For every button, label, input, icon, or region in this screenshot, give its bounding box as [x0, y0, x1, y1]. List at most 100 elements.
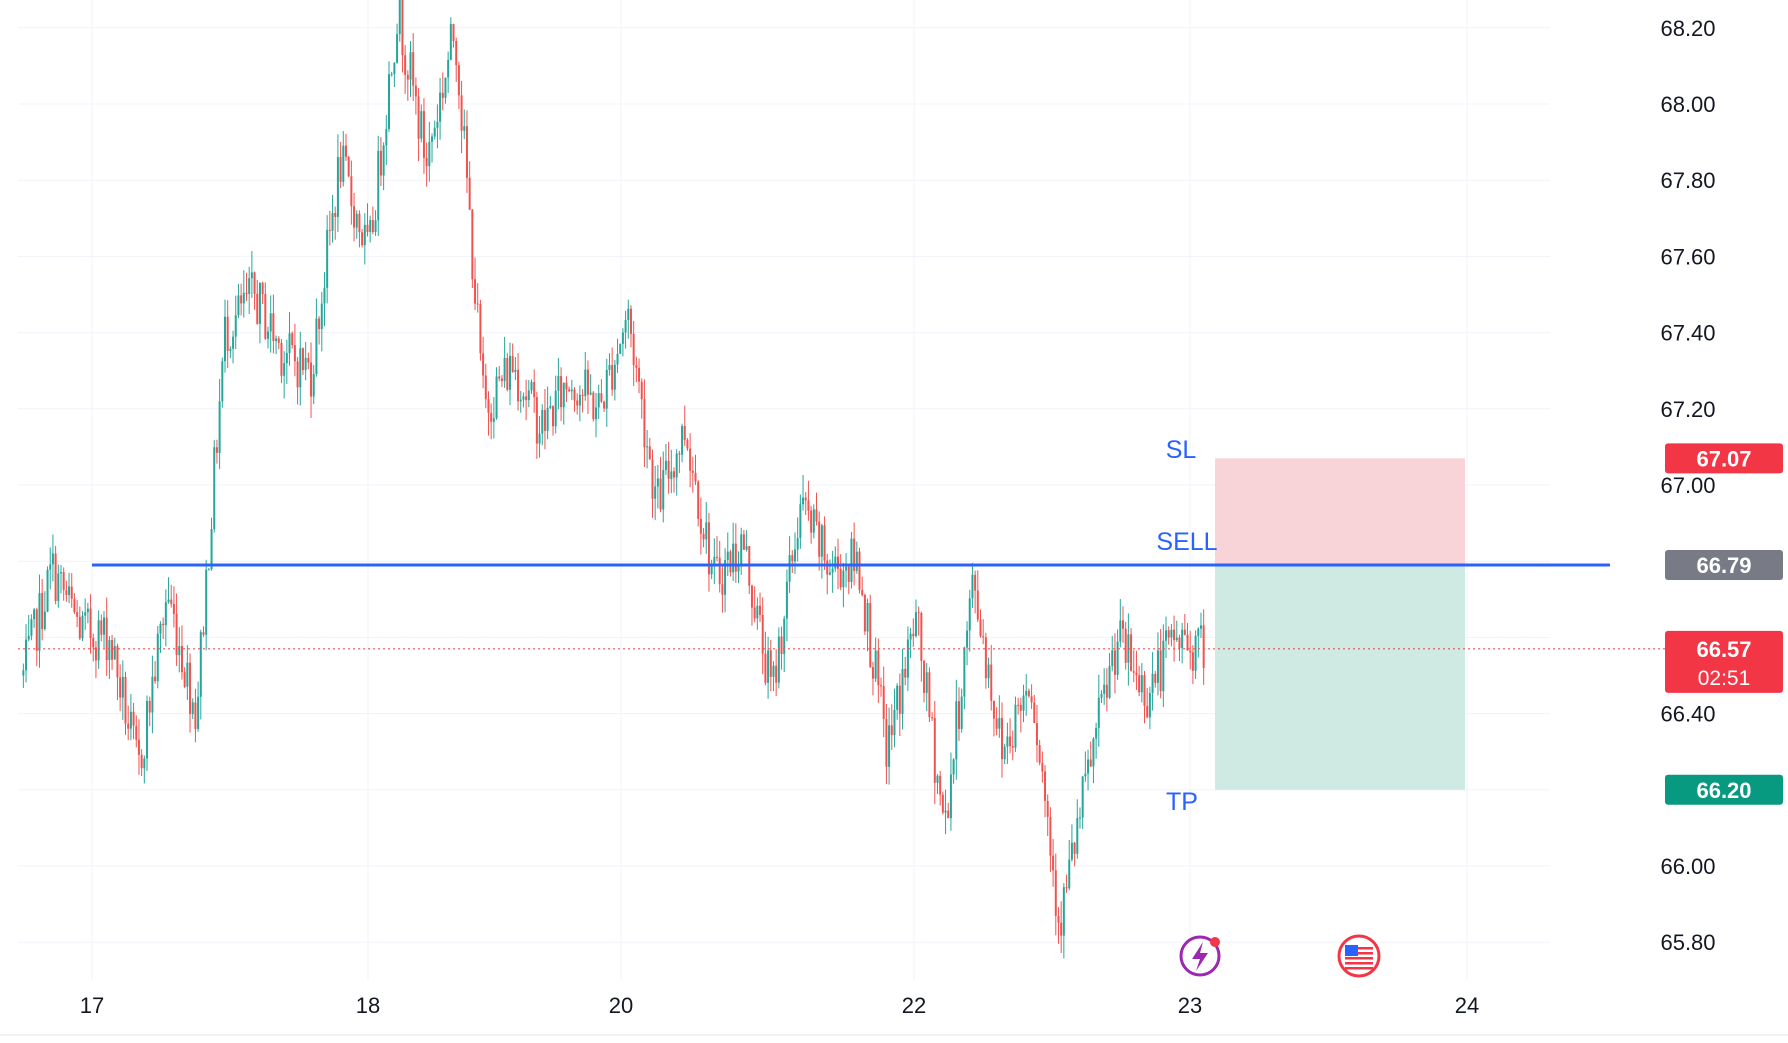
candle [914, 599, 917, 638]
candle-body [952, 759, 955, 775]
candle-body [452, 24, 455, 41]
candle [654, 465, 657, 520]
candle [855, 541, 858, 574]
candle-body [1057, 915, 1060, 923]
event-markers[interactable] [1179, 934, 1381, 978]
candle-body [589, 392, 592, 395]
candle-body [293, 345, 296, 362]
candle-body [245, 292, 248, 294]
candle-body [1130, 634, 1133, 672]
candle [151, 655, 154, 734]
candle-body [355, 213, 358, 228]
candle-body [457, 65, 460, 96]
candle [1197, 627, 1200, 658]
candle [78, 606, 81, 641]
candle [828, 559, 831, 576]
candle [901, 648, 904, 730]
candle-body [586, 369, 589, 395]
candle [116, 643, 119, 701]
candle-body [124, 676, 127, 724]
lightning-event-icon[interactable] [1179, 935, 1221, 977]
candle-body [119, 677, 122, 698]
candle-body [25, 639, 28, 671]
candle-body [861, 589, 864, 595]
candle [503, 336, 506, 388]
candle-body [888, 725, 891, 767]
y-tick-label: 67.80 [1660, 168, 1715, 193]
candle-body [1108, 666, 1111, 698]
candle-body [853, 538, 856, 571]
candle-body [769, 650, 772, 677]
candle-body [331, 213, 334, 231]
candle [863, 593, 866, 635]
candle-body [982, 636, 985, 638]
candle-body [672, 471, 675, 478]
candle-body [541, 410, 544, 434]
candle-body [543, 410, 546, 431]
candle [84, 598, 87, 630]
candle-body [1132, 671, 1135, 673]
candle-body [1084, 773, 1087, 777]
candle [939, 770, 942, 806]
candle-body [471, 209, 474, 280]
candle [412, 33, 415, 101]
candle-body [159, 623, 162, 634]
candle [353, 192, 356, 242]
candle-body [570, 389, 573, 392]
candle-body [718, 557, 721, 585]
candle-body [1146, 705, 1149, 718]
candle [845, 553, 848, 588]
candle [1006, 722, 1009, 764]
candle-body [880, 685, 883, 687]
candle [68, 572, 71, 604]
candle [500, 375, 503, 388]
candle [893, 688, 896, 748]
candle [756, 597, 759, 630]
candle [1046, 794, 1049, 836]
candle [1181, 622, 1184, 664]
candle-body [49, 564, 52, 570]
candle-body [761, 614, 764, 654]
candle-body [269, 313, 272, 332]
candle [508, 342, 511, 406]
candle-body [611, 365, 614, 390]
candle [640, 378, 643, 419]
candle-body [691, 470, 694, 473]
candle-body [127, 723, 130, 729]
candle [726, 532, 729, 577]
candle [783, 615, 786, 673]
us-flag-event-icon[interactable] [1337, 934, 1381, 978]
candle-body [1116, 641, 1119, 675]
candle [218, 378, 221, 470]
candle [890, 704, 893, 750]
candle [38, 574, 41, 668]
candle-body [425, 157, 428, 167]
candle [1019, 697, 1022, 733]
candle-body [70, 586, 73, 599]
candle-body [315, 318, 318, 374]
candle [578, 385, 581, 422]
candle-body [1197, 628, 1200, 636]
candle-body [538, 433, 541, 444]
candle-body [369, 220, 372, 233]
candle [237, 283, 240, 319]
candle-body [971, 574, 974, 599]
candle-body [659, 478, 662, 510]
candle [382, 142, 385, 191]
candle-body [1033, 702, 1036, 724]
candle [909, 627, 912, 659]
candle [100, 614, 103, 642]
candle-body [807, 500, 810, 511]
candle [882, 666, 885, 738]
candle-body [253, 272, 256, 294]
candle [1135, 650, 1138, 690]
candle-body [1073, 842, 1076, 854]
candle [1089, 741, 1092, 768]
candle-body [901, 668, 904, 714]
candle-body [312, 373, 315, 397]
candle-body [772, 665, 775, 677]
candle [205, 559, 208, 651]
candle [132, 702, 135, 740]
candle-body [205, 569, 208, 635]
